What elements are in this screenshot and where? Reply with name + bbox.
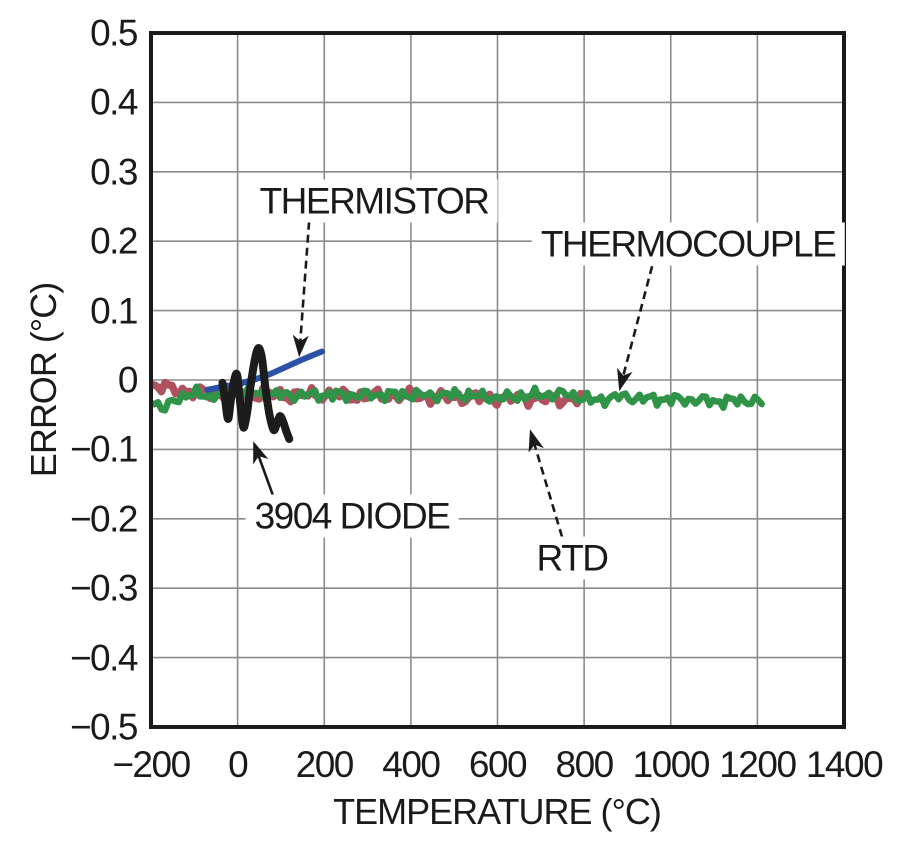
series-group [151,344,765,443]
annotation-arrowhead [617,367,633,392]
plot-frame [149,31,846,729]
x-tick-label: 200 [295,744,355,785]
y-tick-label: 0.3 [90,151,138,193]
annotation-arrow-shaft [621,265,654,377]
x-tick-label: 0 [228,744,249,785]
x-tick-label: 1000 [632,744,711,785]
annotation-arrowhead [528,429,544,453]
y-tick-label: −0.1 [69,428,139,470]
y-tick-label: 0.1 [90,290,138,332]
y-tick-label: −0.5 [69,706,139,748]
y-tick-label: 0 [117,359,139,401]
annotation-arrow-shaft [257,454,275,497]
series-3904 DIODE [218,344,294,443]
x-tick-label: −200 [112,744,191,785]
x-tick-label: 400 [382,744,441,785]
annotation-label-3904-diode: 3904 DIODE [245,494,459,538]
annotation-arrowhead [253,441,269,465]
y-tick-label: 0.2 [90,220,138,262]
x-tick-label: 1400 [805,744,884,785]
y-tick-label: −0.4 [69,637,139,679]
y-tick-label: −0.2 [69,498,139,540]
annotation-arrow-shaft [298,221,311,343]
x-tick-label: 600 [468,744,528,785]
x-tick-label: 1200 [719,744,797,785]
annotation-label-thermistor: THERMISTOR [250,179,498,223]
y-tick-label: 0.4 [90,81,138,123]
annotation-arrowhead [292,334,309,358]
x-axis-title: TEMPERATURE (°C) [333,791,662,832]
y-tick-label: −0.3 [69,567,139,609]
annotation-arrow-shaft [533,443,564,538]
annotation-label-rtd: RTD [527,536,617,580]
x-tick-label: 800 [555,744,615,785]
y-tick-label: 0.5 [90,12,138,54]
annotation-label-thermocouple: THERMOCOUPLE [531,222,845,266]
